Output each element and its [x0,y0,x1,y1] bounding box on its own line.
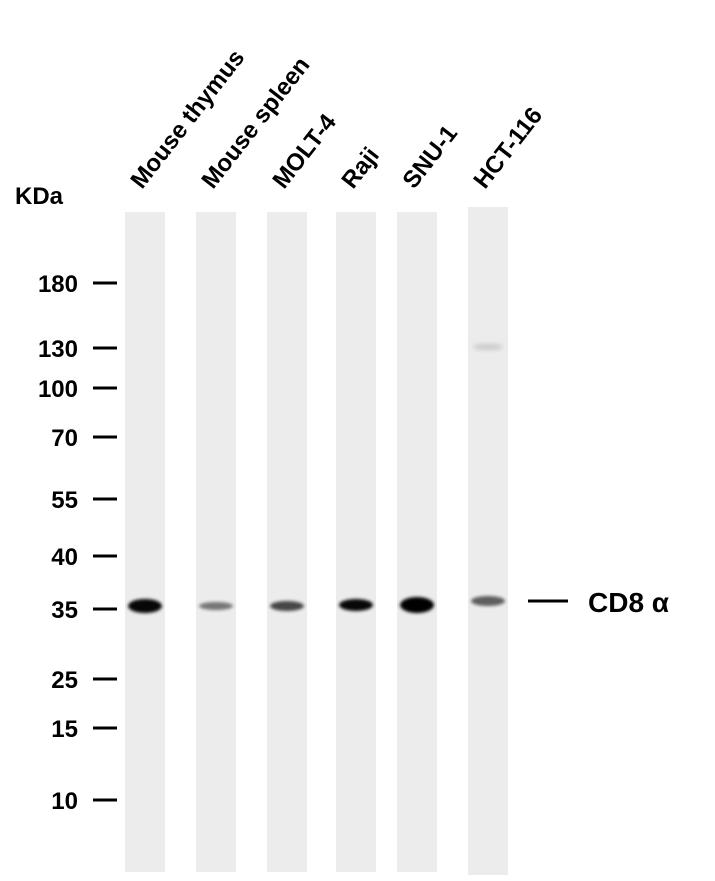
marker-label: 35 [51,597,78,624]
marker-label: 15 [51,716,78,743]
unit-label: KDa [15,183,64,210]
lane [196,212,236,872]
lane [267,212,307,872]
band [199,602,233,610]
lane-label: MOLT-4 [267,109,342,194]
band [128,599,162,613]
marker-label: 40 [51,544,78,571]
marker-label: 10 [51,788,78,815]
lane-label: Raji [336,142,384,193]
lane [125,212,165,872]
marker-label: 180 [38,271,78,298]
marker-label: 70 [51,425,78,452]
band-label: CD8 α [588,587,669,618]
band [400,597,434,613]
markers: 180 130 100 70 55 40 35 25 15 10 [38,271,117,815]
band [339,599,373,611]
band [471,596,505,606]
marker-label: 25 [51,667,78,694]
lane [397,212,437,872]
marker-label: 130 [38,336,78,363]
lane-label: HCT-116 [468,102,548,193]
band [270,601,304,611]
marker-label: 100 [38,376,78,403]
lane [336,212,376,872]
faint-band [473,344,503,350]
lane-label: SNU-1 [397,120,463,193]
marker-label: 55 [51,487,78,514]
lane [468,207,508,875]
